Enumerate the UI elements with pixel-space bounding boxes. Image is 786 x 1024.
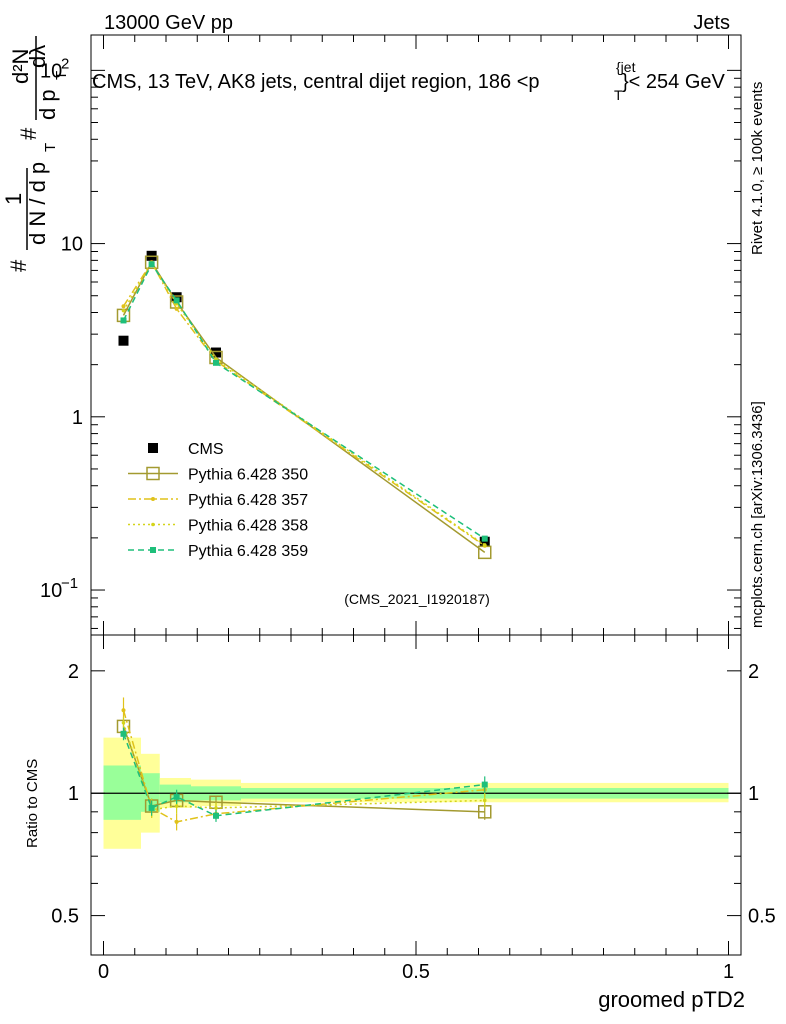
ratio-point-p359 <box>481 781 488 788</box>
rivet-label: Rivet 4.1.0, ≥ 100k events <box>749 82 766 255</box>
main-y-tick-exponent: −1 <box>61 575 78 592</box>
ratio-point-p358 <box>482 798 487 803</box>
main-y-tick-exponent: 2 <box>61 55 69 72</box>
legend-marker-p350 <box>146 466 160 481</box>
title-main: CMS, 13 TeV, AK8 jets, central dijet reg… <box>92 71 540 93</box>
main-point-p359 <box>481 535 488 542</box>
ylabel-denominator: d N / d p <box>25 162 50 245</box>
ratio-point-p358 <box>174 804 179 808</box>
ratio-point-p357 <box>121 708 126 713</box>
x-axis-label: groomed pTD2 <box>598 987 745 1012</box>
main-point-cms <box>171 292 182 303</box>
ylabel-dpt-T: T <box>53 71 70 80</box>
main-point-p358 <box>121 308 126 313</box>
legend-marker-p357 <box>151 497 155 501</box>
main-y-tick-label: 10 <box>40 580 62 602</box>
main-point-p359 <box>148 261 155 268</box>
ylabel-dpt: d p <box>35 89 60 120</box>
ratio-x-tick-label: 0 <box>98 961 109 983</box>
ratio-y-tick-label-left: 1 <box>68 783 79 805</box>
main-series-line-p358 <box>122 261 486 546</box>
main-y-axis-label: # 1 d N / d p T # d²N d p T dλ <box>1 36 70 272</box>
legend-label-p358: Pythia 6.428 358 <box>188 518 308 535</box>
main-point-cms <box>118 335 129 346</box>
ratio-point-p359 <box>173 793 180 800</box>
chart-title: CMS, 13 TeV, AK8 jets, central dijet reg… <box>92 59 726 103</box>
legend-marker-cms <box>148 443 158 453</box>
ratio-y-axis-label: Ratio to CMS <box>24 759 41 848</box>
ratio-point-p359 <box>120 730 127 737</box>
main-point-p350 <box>144 255 159 270</box>
ylabel-dlambda: dλ <box>25 45 50 68</box>
main-series-line-p359 <box>122 262 486 540</box>
ratio-y-tick-label-left: 2 <box>68 661 79 683</box>
ratio-x-tick-label: 0.5 <box>402 961 430 983</box>
legend-label-p350: Pythia 6.428 350 <box>188 467 308 484</box>
ylabel-hash-1: # <box>6 259 31 272</box>
ratio-point-p358 <box>121 721 126 725</box>
ratio-y-tick-label-right: 0.5 <box>748 906 776 928</box>
ratio-y-tick-label-left: 0.5 <box>51 906 79 928</box>
title-end: }< 254 GeV <box>622 71 726 93</box>
legend-label-p357: Pythia 6.428 357 <box>188 492 308 509</box>
legend-marker-p358 <box>151 522 155 527</box>
ylabel-numerator: d²N <box>8 49 33 84</box>
legend-marker-p359 <box>150 547 156 553</box>
ylabel-hash-2: # <box>16 127 41 140</box>
legend-label-p359: Pythia 6.428 359 <box>188 543 308 560</box>
ratio-y-tick-label-right: 1 <box>748 783 759 805</box>
main-point-p357 <box>174 306 179 311</box>
main-series-layer <box>116 250 492 560</box>
ylabel-one: 1 <box>1 193 26 205</box>
ratio-axis-ticks: 0.5 0.5 1 1 2 2 0 0.5 1 <box>51 635 776 983</box>
legend-label-cms: CMS <box>188 441 224 458</box>
main-point-p357 <box>121 304 126 309</box>
main-point-p358 <box>482 543 487 547</box>
main-y-tick-label: 1 <box>72 407 83 429</box>
ratio-point-p358 <box>214 806 218 810</box>
ratio-y-tick-label-right: 2 <box>748 661 759 683</box>
ratio-series-line-p359 <box>122 733 485 817</box>
ylabel-denominator-T: T <box>42 143 59 152</box>
process-label: Jets <box>693 12 730 34</box>
main-y-tick-label: 10 <box>61 234 83 256</box>
main-point-cms <box>211 347 221 358</box>
main-point-p359 <box>213 359 219 366</box>
beam-label: 13000 GeV pp <box>104 12 233 34</box>
ratio-series-layer <box>116 697 492 831</box>
ratio-x-tick-label: 1 <box>723 961 734 983</box>
ratio-point-p357 <box>174 819 179 824</box>
main-y-tick-label: 10 <box>40 60 62 82</box>
ratio-point-p359 <box>213 812 219 819</box>
main-point-cms <box>479 536 490 547</box>
title-superscript: {jet <box>616 59 636 75</box>
main-point-p359 <box>173 297 180 304</box>
ratio-point-p359 <box>148 804 155 811</box>
main-point-p359 <box>120 317 127 324</box>
mcplots-label: mcplots.cern.ch [arXiv:1306.3436] <box>749 401 766 628</box>
main-series-line-p357 <box>122 260 486 547</box>
analysis-watermark: (CMS_2021_I1920187) <box>344 591 490 607</box>
legend: CMS Pythia 6.428 350 Pythia 6.428 357 Pythi… <box>128 441 308 560</box>
title-subscript: T <box>614 87 623 103</box>
